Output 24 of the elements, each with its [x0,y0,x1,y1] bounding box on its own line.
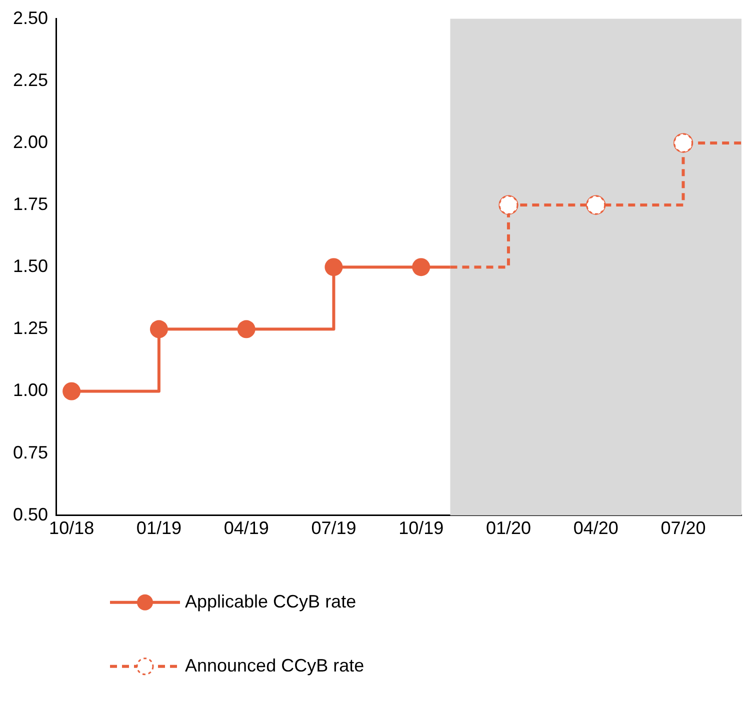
y-tick-label: 0.75 [12,442,48,462]
point [324,258,343,276]
y-tick-label: 1.25 [12,318,48,338]
y-tick-label: 1.50 [12,256,48,276]
x-tick-label: 01/20 [486,518,532,538]
y-tick-label: 2.00 [12,132,48,152]
x-tick-label: 07/19 [311,518,356,538]
point [150,320,168,338]
point [412,258,430,276]
x-tick-label: 07/20 [660,518,706,538]
x-tick-label: 10/18 [49,518,94,538]
y-tick-label: 2.25 [12,70,48,90]
point [62,382,81,400]
x-tick-label: 10/19 [398,518,444,538]
legend-label: Applicable CCyB rate [185,591,356,612]
y-tick-label: 0.50 [12,504,48,524]
y-tick-label: 1.75 [12,194,48,214]
y-tick-label: 1.00 [12,380,48,400]
x-tick-label: 04/19 [224,518,269,538]
x-tick-label: 04/20 [573,518,618,538]
y-tick-label: 2.50 [12,8,48,28]
legend-label: Announced CCyB rate [185,655,364,676]
x-tick-label: 01/19 [136,518,182,538]
point [237,320,256,338]
